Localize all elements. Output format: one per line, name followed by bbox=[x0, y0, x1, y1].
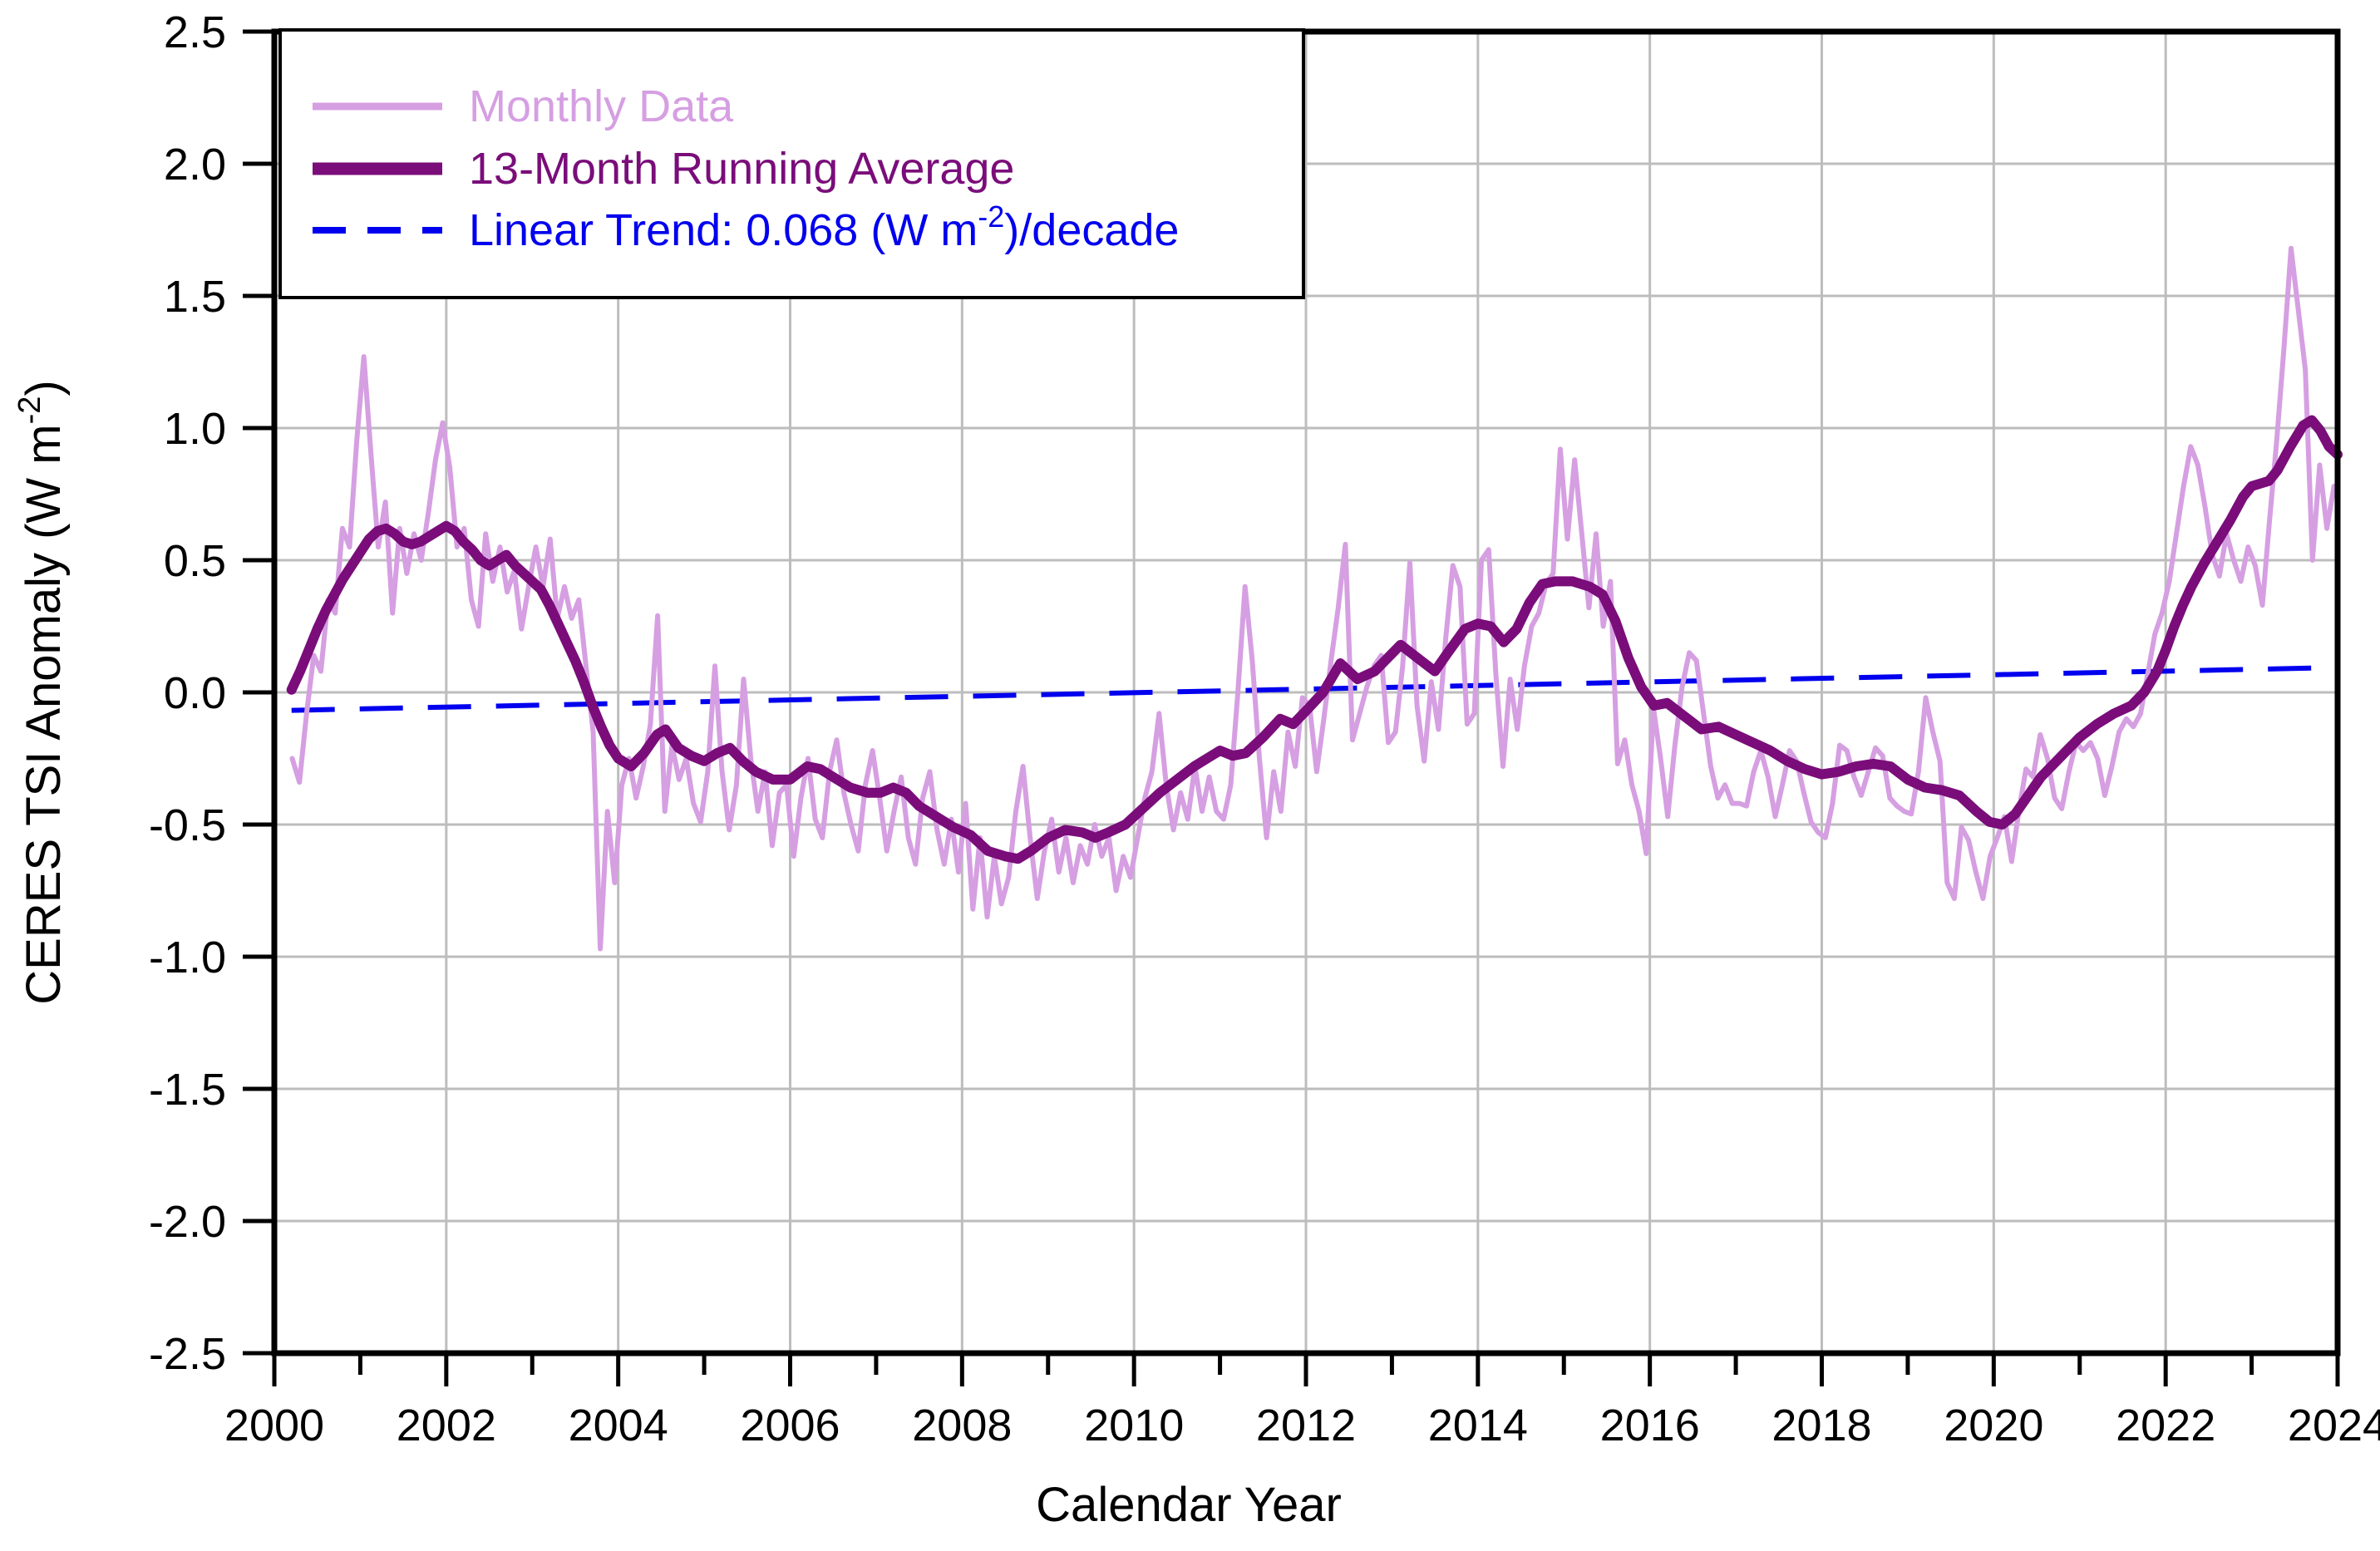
y-tick-label: -2.0 bbox=[149, 1197, 226, 1247]
y-tick-label: 2.5 bbox=[164, 7, 226, 57]
legend: Monthly Data 13-Month Running AverageLine… bbox=[278, 28, 1305, 299]
legend-label-running_avg: 13-Month Running Average bbox=[469, 144, 1014, 194]
x-tick-label: 2010 bbox=[1084, 1401, 1184, 1450]
x-tick-label: 2012 bbox=[1256, 1401, 1356, 1450]
y-tick-label: -0.5 bbox=[149, 800, 226, 850]
legend-box bbox=[278, 28, 1305, 299]
x-tick-label: 2002 bbox=[397, 1401, 496, 1450]
x-tick-label: 2018 bbox=[1771, 1401, 1871, 1450]
monthly-data-line bbox=[289, 245, 2337, 952]
x-tick-label: 2020 bbox=[1944, 1401, 2043, 1450]
y-tick-label: -2.5 bbox=[149, 1329, 226, 1379]
y-tick-label: 1.0 bbox=[164, 404, 226, 454]
running-average-line bbox=[286, 415, 2343, 864]
data-series bbox=[286, 245, 2343, 952]
y-tick-label: 2.0 bbox=[164, 140, 226, 190]
legend-label-monthly: Monthly Data bbox=[469, 81, 734, 131]
x-tick-label: 2014 bbox=[1428, 1401, 1528, 1450]
y-tick-label: -1.0 bbox=[149, 933, 226, 982]
x-tick-label: 2008 bbox=[912, 1401, 1012, 1450]
legend-label-trend: Linear Trend: 0.068 (W m-2)/decade bbox=[469, 199, 1179, 255]
x-tick-label: 2024 bbox=[2288, 1401, 2380, 1450]
x-tick-label: 2004 bbox=[569, 1401, 668, 1450]
y-axis-title: CERES TSI Anomaly (W m-2) bbox=[12, 380, 71, 1004]
y-tick-label: -1.5 bbox=[149, 1065, 226, 1115]
gridlines bbox=[274, 32, 2338, 1353]
x-tick-label: 2000 bbox=[224, 1401, 324, 1450]
x-tick-label: 2006 bbox=[740, 1401, 840, 1450]
x-axis-title: Calendar Year bbox=[1036, 1478, 1342, 1532]
x-tick-label: 2016 bbox=[1600, 1401, 1700, 1450]
axis-tick-labels: 2000 2002 2004 2006 2008 2010 2012 2014 2016 2018… bbox=[149, 7, 2380, 1450]
axis-ticks bbox=[243, 29, 2340, 1386]
linear-trend-line bbox=[291, 665, 2338, 713]
y-tick-label: 0.0 bbox=[164, 668, 226, 718]
y-tick-label: 1.5 bbox=[164, 272, 226, 322]
x-tick-label: 2022 bbox=[2116, 1401, 2215, 1450]
y-tick-label: 0.5 bbox=[164, 536, 226, 586]
